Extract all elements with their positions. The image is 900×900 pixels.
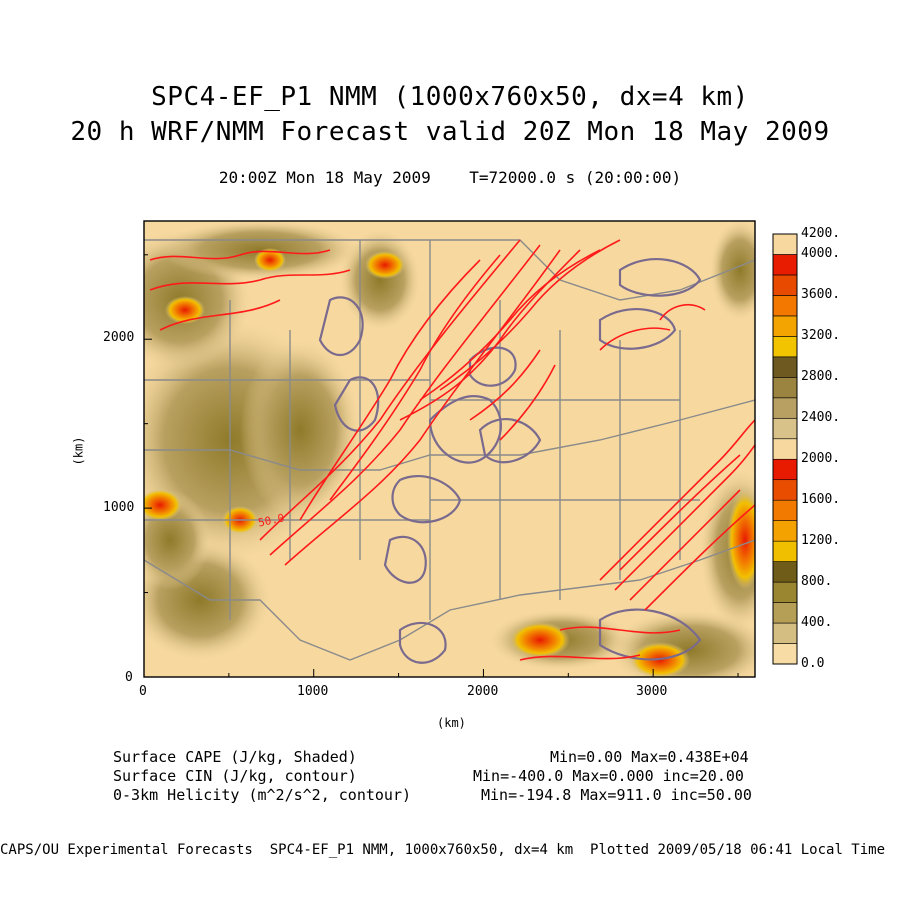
colorbar-label: 2000.	[801, 451, 841, 467]
colorbar	[772, 233, 798, 665]
colorbar-label: 2800.	[801, 369, 841, 385]
colorbar-swatch	[772, 540, 798, 562]
colorbar-swatch	[772, 233, 798, 255]
colorbar-swatch	[772, 479, 798, 501]
colorbar-label: 4000.	[801, 246, 841, 262]
colorbar-swatch	[772, 377, 798, 399]
x-tick-label: 3000	[636, 684, 668, 699]
colorbar-swatch	[772, 458, 798, 481]
colorbar-swatch	[772, 254, 798, 276]
colorbar-label: 3200.	[801, 328, 841, 344]
cape-shading	[144, 221, 755, 677]
y-tick-label: 0	[125, 670, 133, 685]
colorbar-swatch	[772, 499, 798, 521]
colorbar-label: 4200.	[801, 226, 841, 241]
colorbar-swatch	[772, 581, 798, 603]
legend-field-cin: Surface CIN (J/kg, contour)	[113, 767, 357, 785]
colorbar-frame	[772, 233, 798, 665]
valid-time-info: 20:00Z Mon 18 May 2009 T=72000.0 s (20:0…	[218, 168, 682, 187]
y-tick-label: 2000	[103, 330, 135, 345]
legend-stats-cape: Min=0.00 Max=0.438E+04	[550, 748, 749, 766]
colorbar-swatch	[772, 274, 798, 296]
colorbar-swatch	[772, 622, 798, 644]
colorbar-swatch	[772, 602, 798, 624]
title-line-1: SPC4-EF_P1 NMM (1000x760x50, dx=4 km)	[151, 82, 749, 112]
colorbar-label: 1200.	[801, 533, 841, 549]
y-tick-label: 1000	[103, 500, 135, 515]
colorbar-swatch	[772, 643, 798, 665]
colorbar-swatch	[772, 295, 798, 317]
colorbar-label: 800.	[801, 574, 833, 590]
colorbar-swatch	[772, 417, 798, 440]
colorbar-label: 400.	[801, 615, 833, 631]
legend-field-helicity: 0-3km Helicity (m^2/s^2, contour)	[113, 786, 412, 804]
colorbar-label: 2400.	[801, 410, 841, 426]
state-boundaries	[144, 239, 755, 661]
legend-field-cape: Surface CAPE (J/kg, Shaded)	[113, 748, 357, 766]
colorbar-swatch	[772, 356, 798, 378]
legend-stats-helicity: Min=-194.8 Max=911.0 inc=50.00	[481, 786, 752, 804]
cin-contours	[318, 258, 702, 664]
footer-credits: CAPS/OU Experimental Forecasts SPC4-EF_P…	[0, 842, 886, 858]
colorbar-swatch	[772, 336, 798, 358]
colorbar-swatch	[772, 438, 798, 460]
colorbar-label: 1600.	[801, 492, 841, 508]
x-tick-label: 2000	[467, 684, 499, 699]
colorbar-label: 0.0	[801, 656, 825, 671]
plot-frame	[143, 220, 756, 678]
y-axis-label: (km)	[71, 436, 86, 466]
helicity-contours	[149, 239, 755, 661]
x-tick-label: 1000	[297, 684, 329, 699]
legend-stats-cin: Min=-400.0 Max=0.000 inc=20.00	[473, 767, 744, 785]
colorbar-label: 3600.	[801, 287, 841, 303]
title-line-2: 20 h WRF/NMM Forecast valid 20Z Mon 18 M…	[70, 117, 830, 147]
colorbar-swatch	[772, 520, 798, 542]
x-tick-label: 0	[139, 684, 147, 699]
colorbar-swatch	[772, 315, 798, 337]
x-axis-label: (km)	[437, 716, 466, 730]
colorbar-swatch	[772, 397, 798, 419]
colorbar-swatch	[772, 561, 798, 583]
